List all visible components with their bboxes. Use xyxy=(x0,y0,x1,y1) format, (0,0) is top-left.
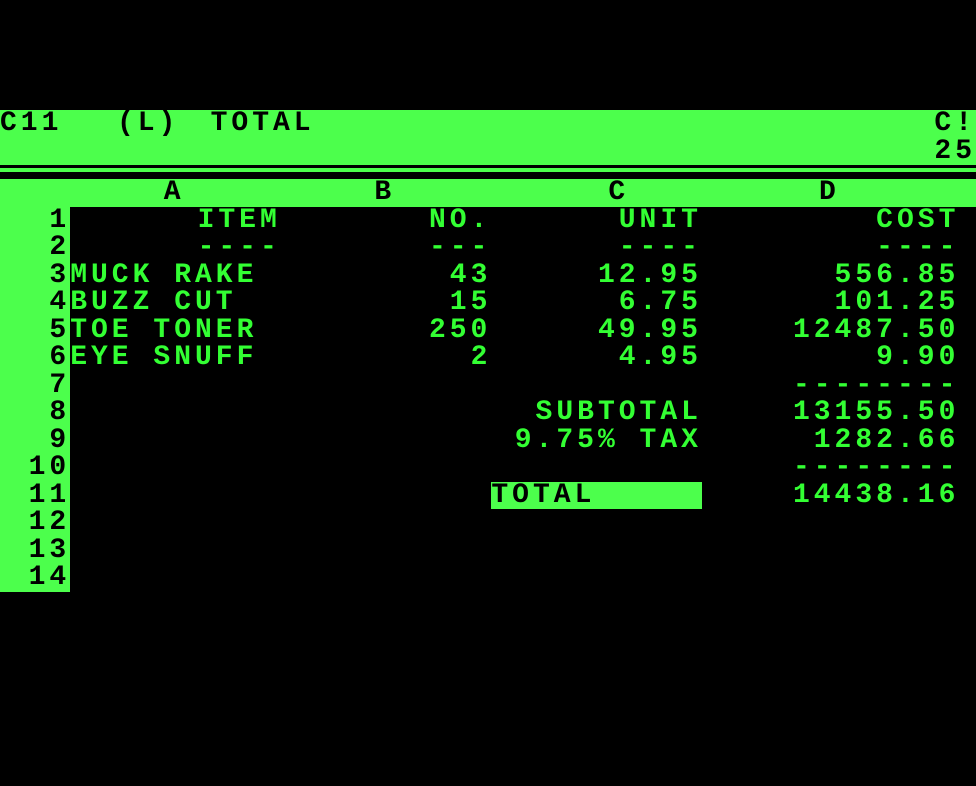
header-separator xyxy=(0,168,976,172)
row-1-label[interactable]: 1 xyxy=(0,207,70,235)
formula-bar: C11 (L) TOTAL C! 25 xyxy=(0,110,976,165)
cell-d1[interactable]: COST xyxy=(702,207,959,235)
row-headers: 1 2 3 4 5 6 7 8 9 10 11 12 13 14 xyxy=(0,207,70,592)
status-value: 25 xyxy=(934,138,976,166)
table-row: EYE SNUFF 2 4.95 9.90 xyxy=(70,344,976,372)
row-3-label[interactable]: 3 xyxy=(0,262,70,290)
column-headers: A B C D xyxy=(0,179,976,207)
cell-d3[interactable]: 556.85 xyxy=(702,262,959,290)
row-5-label[interactable]: 5 xyxy=(0,317,70,345)
cell-d4[interactable]: 101.25 xyxy=(702,289,959,317)
cell-c1[interactable]: UNIT xyxy=(491,207,702,235)
cell-d10[interactable]: -------- xyxy=(702,454,959,482)
table-row: ---- --- ---- ---- xyxy=(70,234,976,262)
row-2-label[interactable]: 2 xyxy=(0,234,70,262)
cell-d9[interactable]: 1282.66 xyxy=(702,427,959,455)
table-row: SUBTOTAL 13155.50 xyxy=(70,399,976,427)
cell-d11[interactable]: 14438.16 xyxy=(702,482,959,510)
table-row: BUZZ CUT 15 6.75 101.25 xyxy=(70,289,976,317)
table-row: -------- xyxy=(70,372,976,400)
cell-d8[interactable]: 13155.50 xyxy=(702,399,959,427)
cell-b2[interactable]: --- xyxy=(281,234,492,262)
row-8-label[interactable]: 8 xyxy=(0,399,70,427)
cell-b5[interactable]: 250 xyxy=(281,317,492,345)
cell-a5[interactable]: TOE TONER xyxy=(70,317,281,345)
table-row: TOE TONER 250 49.95 12487.50 xyxy=(70,317,976,345)
column-c-label[interactable]: C xyxy=(608,179,629,207)
column-d-label[interactable]: D xyxy=(819,179,840,207)
cell-c8[interactable]: SUBTOTAL xyxy=(491,399,702,427)
cell-b1[interactable]: NO. xyxy=(281,207,492,235)
cell-d2[interactable]: ---- xyxy=(702,234,959,262)
cell-d5[interactable]: 12487.50 xyxy=(702,317,959,345)
cell-b3[interactable]: 43 xyxy=(281,262,492,290)
table-row: -------- xyxy=(70,454,976,482)
cell-c4[interactable]: 6.75 xyxy=(491,289,702,317)
cell-b6[interactable]: 2 xyxy=(281,344,492,372)
cell-c9[interactable]: 9.75% TAX xyxy=(491,427,702,455)
cell-a6[interactable]: EYE SNUFF xyxy=(70,344,281,372)
terminal-screen: C11 (L) TOTAL C! 25 A B C D 1 2 3 4 5 6 … xyxy=(0,110,976,610)
cell-c3[interactable]: 12.95 xyxy=(491,262,702,290)
cell-content: TOTAL xyxy=(211,110,315,138)
status-indicator: C! xyxy=(934,110,976,138)
cell-a1[interactable]: ITEM xyxy=(70,207,281,235)
cell-d6[interactable]: 9.90 xyxy=(702,344,959,372)
row-9-label[interactable]: 9 xyxy=(0,427,70,455)
cell-a3[interactable]: MUCK RAKE xyxy=(70,262,281,290)
cell-c5[interactable]: 49.95 xyxy=(491,317,702,345)
cell-reference: C11 xyxy=(0,110,62,138)
row-14-label[interactable]: 14 xyxy=(0,564,70,592)
table-row: 9.75% TAX 1282.66 xyxy=(70,427,976,455)
table-row: ITEM NO. UNIT COST xyxy=(70,207,976,235)
row-6-label[interactable]: 6 xyxy=(0,344,70,372)
row-7-label[interactable]: 7 xyxy=(0,372,70,400)
cell-d7[interactable]: -------- xyxy=(702,372,959,400)
cell-c11-active[interactable]: TOTAL xyxy=(491,482,702,510)
cell-c6[interactable]: 4.95 xyxy=(491,344,702,372)
cell-c2[interactable]: ---- xyxy=(491,234,702,262)
column-a-label[interactable]: A xyxy=(164,179,185,207)
row-10-label[interactable]: 10 xyxy=(0,454,70,482)
row-12-label[interactable]: 12 xyxy=(0,509,70,537)
row-11-label[interactable]: 11 xyxy=(0,482,70,510)
table-row: MUCK RAKE 43 12.95 556.85 xyxy=(70,262,976,290)
table-row: TOTAL 14438.16 xyxy=(70,482,976,510)
cell-a2[interactable]: ---- xyxy=(70,234,281,262)
column-b-label[interactable]: B xyxy=(374,179,395,207)
spreadsheet-grid[interactable]: ITEM NO. UNIT COST ---- --- ---- ---- MU… xyxy=(70,207,976,592)
cell-b4[interactable]: 15 xyxy=(281,289,492,317)
row-4-label[interactable]: 4 xyxy=(0,289,70,317)
cell-a4[interactable]: BUZZ CUT xyxy=(70,289,281,317)
row-13-label[interactable]: 13 xyxy=(0,537,70,565)
cell-type: (L) xyxy=(117,110,179,138)
